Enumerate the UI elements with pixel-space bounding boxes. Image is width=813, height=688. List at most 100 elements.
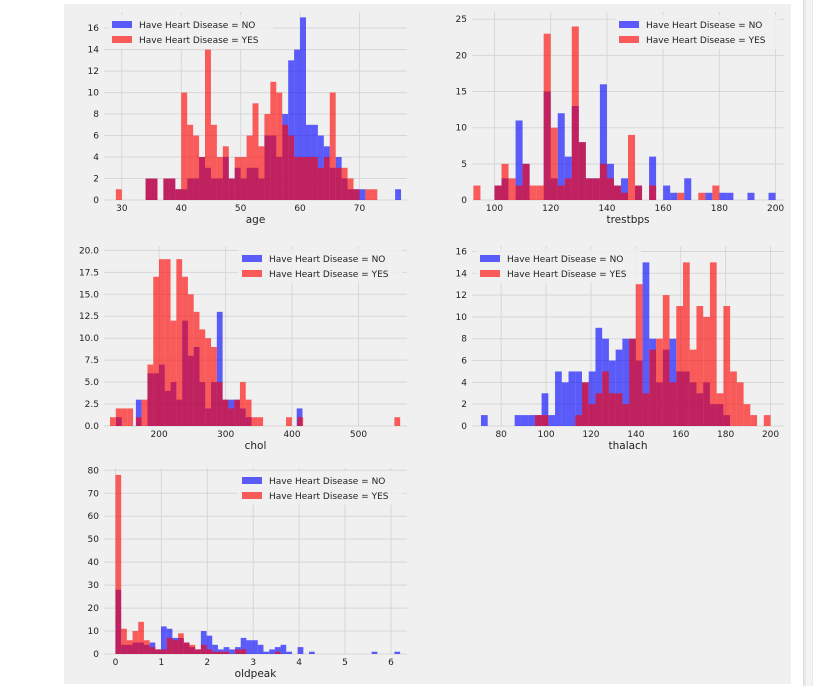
bar-yes [709,262,717,426]
legend: Have Heart Disease = NO Have Heart Diseas… [108,15,273,49]
bar-yes [206,649,213,654]
y-tick-label: 0.0 [85,422,100,432]
bar-yes [615,393,623,426]
bar-yes [189,644,196,654]
bar-yes [635,185,643,200]
bar-no [280,644,287,654]
chart-svg: 100 120 140 160 180 200 0 5 10 15 20 25 trestbps Have… [456,12,784,226]
legend: Have Heart Disease = NO Have Heart Diseas… [238,249,403,283]
bar-no [568,371,576,426]
bar-no [286,651,292,654]
x-tick-label: 100 [486,204,503,214]
bar-yes [698,192,706,200]
x-tick-label: 120 [542,204,559,214]
bar-no [588,371,596,426]
legend: Have Heart Disease = NO Have Heart Diseas… [615,15,780,49]
y-tick-label: 12 [456,291,467,301]
bar-yes [571,26,579,201]
x-tick-label: 180 [711,204,728,214]
y-tick-label: 10.0 [79,334,99,344]
y-tick-label: 10 [456,313,468,323]
x-tick-label: 180 [717,430,734,440]
bar-no [240,637,247,654]
bar-no [394,651,401,654]
bar-yes [257,417,264,426]
bar-yes [613,185,621,200]
bar-no [561,382,569,426]
bar-yes [121,628,127,654]
bar-no [371,651,378,654]
y-tick-label: 8 [461,335,467,345]
y-tick-label: 10 [88,89,100,99]
bar-yes [235,649,241,654]
bar-yes [578,142,586,200]
bar-yes [217,651,224,654]
y-tick-label: 10 [456,124,468,134]
bar-yes [689,349,697,426]
x-tick-label: 200 [767,204,784,214]
x-axis-label: age [246,214,266,226]
bar-yes [763,415,771,426]
bar-yes [635,284,643,426]
bar-yes [716,393,724,426]
bar-yes [178,633,184,654]
y-tick-label: 15.0 [79,290,99,300]
y-tick-label: 16 [88,24,100,34]
bar-no [663,185,671,200]
bar-yes [270,81,277,200]
bar-yes [187,294,194,426]
bar-yes [183,642,190,654]
legend-swatch [242,270,262,277]
bar-yes [543,33,551,200]
bar-yes [394,417,401,426]
bar-no [642,262,650,426]
bar-yes [341,167,348,200]
bar-no [595,327,603,426]
bar-no [294,49,301,200]
legend-box [108,15,273,49]
bar-yes [585,178,593,200]
scrollbar-thumb[interactable] [806,0,812,686]
legend-entry: Have Heart Disease = NO [269,255,385,265]
bar-yes [581,382,589,426]
x-tick-label: 0 [113,658,119,668]
y-tick-label: 60 [88,512,100,522]
bar-yes [669,382,677,426]
bar-no [252,640,258,654]
bar-yes [166,637,173,654]
bar-yes [677,192,685,200]
y-tick-label: 20.0 [79,246,99,256]
bar-yes [252,103,259,200]
bar-no [200,631,207,654]
bar-yes [311,157,318,200]
bar-no [288,60,295,200]
legend-swatch [242,492,262,499]
x-tick-label: 100 [537,430,554,440]
x-tick-label: 30 [116,204,128,214]
bar-yes [649,349,657,426]
vertical-scrollbar[interactable] [803,0,813,686]
bar-yes [642,393,650,426]
x-tick-label: 5 [342,658,348,668]
y-tick-label: 5 [461,160,467,170]
bar-yes [599,163,607,200]
bar-yes [353,189,360,200]
legend-entry: Have Heart Disease = NO [139,21,255,31]
legend-entry: Have Heart Disease = YES [269,270,389,280]
bar-yes [536,185,544,200]
bar-yes [181,92,188,200]
bar-no [300,17,306,200]
legend: Have Heart Disease = NO Have Heart Diseas… [476,249,641,283]
bar-no [521,415,529,426]
y-tick-label: 2 [93,175,99,185]
bar-no [257,644,264,654]
x-tick-label: 500 [350,430,367,440]
bar-yes [258,146,265,200]
bar-yes [115,189,122,200]
bar-no [622,338,630,426]
bar-yes [282,124,289,200]
histogram-panel-oldpeak: 0 1 2 3 4 5 6 0 10 20 30 40 50 60 70 80 oldpeak Have Hear… [64,464,414,684]
x-tick-label: 70 [354,204,366,214]
y-tick-label: 20 [88,604,100,614]
